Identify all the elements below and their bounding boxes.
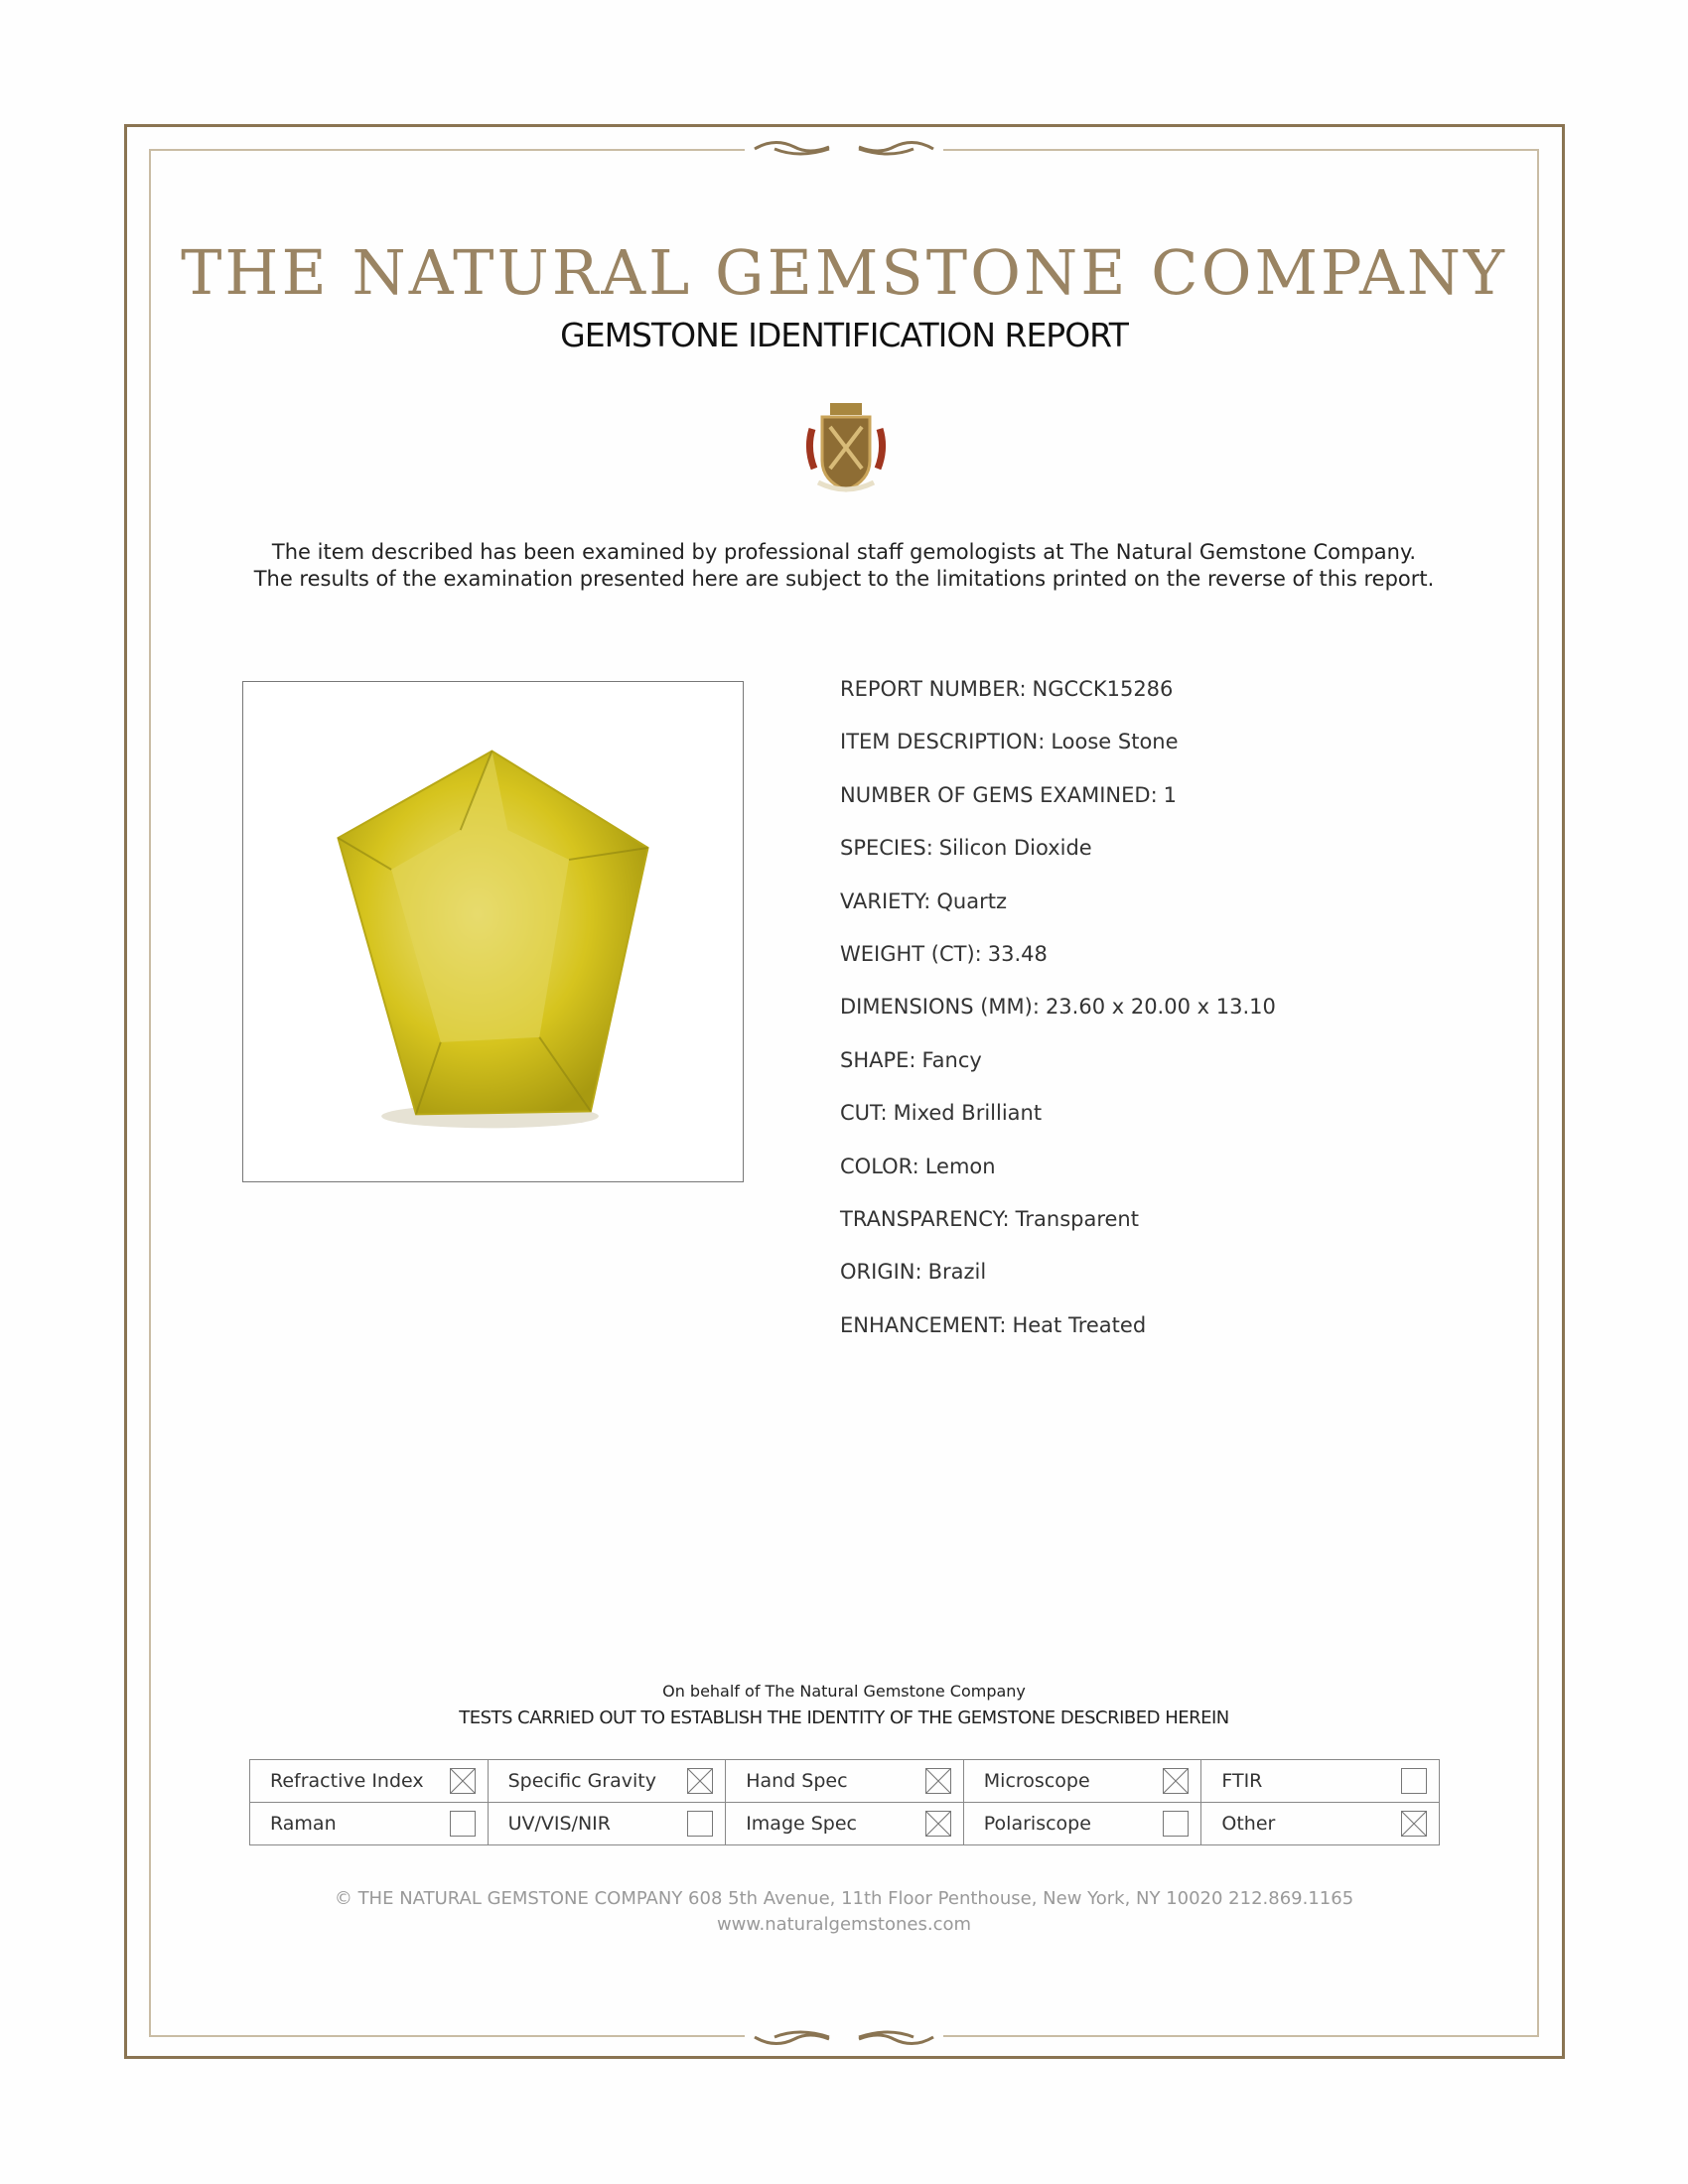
test-cell: Raman xyxy=(249,1802,489,1845)
test-cell: FTIR xyxy=(1200,1759,1440,1803)
tests-table: Refractive Index Specific Gravity Hand Spe… xyxy=(249,1759,1440,1845)
intro-line-2: The results of the examination presented… xyxy=(253,567,1435,591)
detail-shape: SHAPE: Fancy xyxy=(840,1047,982,1072)
detail-dimensions: DIMENSIONS (MM): 23.60 x 20.00 x 13.10 xyxy=(840,995,1276,1020)
report-title: GEMSTONE IDENTIFICATION REPORT xyxy=(560,316,1129,354)
test-cell: Hand Spec xyxy=(725,1759,964,1803)
test-label: Image Spec xyxy=(746,1813,857,1835)
test-cell: Microscope xyxy=(962,1759,1202,1803)
test-cell: Polariscope xyxy=(962,1802,1202,1845)
checked-box-icon[interactable] xyxy=(449,1768,476,1794)
test-label: Refractive Index xyxy=(270,1770,424,1792)
top-ornament-icon xyxy=(745,133,943,163)
test-label: UV/VIS/NIR xyxy=(507,1813,611,1835)
bottom-ornament-icon xyxy=(745,2023,943,2053)
gemstone-photo xyxy=(242,681,744,1182)
test-label: Polariscope xyxy=(983,1813,1091,1835)
details-list: REPORT NUMBER: NGCCK15286 ITEM DESCRIPTIO… xyxy=(840,677,1276,1366)
empty-checkbox[interactable] xyxy=(449,1811,476,1837)
test-cell: Specific Gravity xyxy=(487,1759,727,1803)
footer-website: www.naturalgemstones.com xyxy=(716,1914,972,1935)
tests-heading: TESTS CARRIED OUT TO ESTABLISH THE IDENT… xyxy=(459,1707,1229,1728)
detail-cut: CUT: Mixed Brilliant xyxy=(840,1101,1043,1126)
empty-checkbox[interactable] xyxy=(687,1811,714,1837)
detail-number-of-gems: NUMBER OF GEMS EXAMINED: 1 xyxy=(840,782,1178,807)
detail-origin: ORIGIN: Brazil xyxy=(840,1260,987,1285)
detail-species: SPECIES: Silicon Dioxide xyxy=(840,836,1092,861)
checked-box-icon[interactable] xyxy=(924,1768,951,1794)
test-cell: Other xyxy=(1200,1802,1440,1845)
intro-text: The item described has been examined by … xyxy=(0,539,1688,593)
detail-color: COLOR: Lemon xyxy=(840,1154,996,1178)
checked-box-icon[interactable] xyxy=(1163,1768,1190,1794)
company-title: THE NATURAL GEMSTONE COMPANY xyxy=(181,236,1507,309)
detail-item-description: ITEM DESCRIPTION: Loose Stone xyxy=(840,730,1179,754)
test-label: Specific Gravity xyxy=(507,1770,656,1792)
test-cell: Refractive Index xyxy=(249,1759,489,1803)
test-label: Microscope xyxy=(983,1770,1090,1792)
checked-box-icon[interactable] xyxy=(687,1768,714,1794)
outer-border xyxy=(124,124,1565,2059)
detail-report-number: REPORT NUMBER: NGCCK15286 xyxy=(840,677,1174,701)
detail-variety: VARIETY: Quartz xyxy=(840,888,1007,913)
checked-box-icon[interactable] xyxy=(1401,1811,1427,1837)
intro-line-1: The item described has been examined by … xyxy=(271,540,1417,564)
detail-enhancement: ENHANCEMENT: Heat Treated xyxy=(840,1312,1147,1337)
behalf-text: On behalf of The Natural Gemstone Compan… xyxy=(662,1682,1026,1701)
checked-box-icon[interactable] xyxy=(924,1811,951,1837)
tests-row: Raman UV/VIS/NIR Image Spec Polariscope Othe… xyxy=(249,1802,1440,1845)
test-cell: Image Spec xyxy=(725,1802,964,1845)
detail-weight: WEIGHT (CT): 33.48 xyxy=(840,941,1048,966)
test-label: Hand Spec xyxy=(746,1770,848,1792)
footer-address: © THE NATURAL GEMSTONE COMPANY 608 5th A… xyxy=(334,1888,1354,1909)
tests-row: Refractive Index Specific Gravity Hand Spe… xyxy=(249,1759,1440,1803)
test-label: FTIR xyxy=(1221,1770,1263,1792)
empty-checkbox[interactable] xyxy=(1401,1768,1427,1794)
test-label: Raman xyxy=(270,1813,337,1835)
detail-transparency: TRANSPARENCY: Transparent xyxy=(840,1206,1139,1231)
test-cell: UV/VIS/NIR xyxy=(487,1802,727,1845)
crest-logo-icon xyxy=(804,399,888,498)
empty-checkbox[interactable] xyxy=(1163,1811,1190,1837)
test-label: Other xyxy=(1221,1813,1276,1835)
